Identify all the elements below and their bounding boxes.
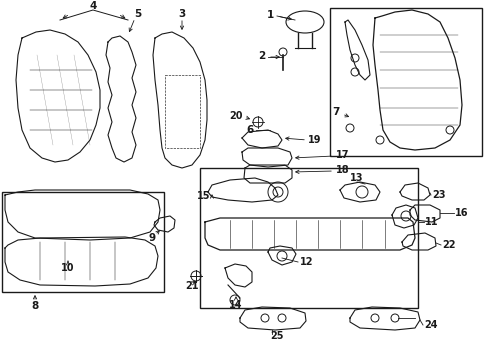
Text: 21: 21 — [185, 281, 199, 291]
Bar — [200, 168, 418, 308]
Polygon shape — [345, 20, 370, 80]
Bar — [330, 8, 482, 156]
Text: 3: 3 — [178, 9, 186, 19]
Text: 11: 11 — [425, 217, 439, 227]
Polygon shape — [402, 233, 436, 250]
Text: 4: 4 — [89, 1, 97, 11]
Polygon shape — [268, 246, 296, 265]
Text: 13: 13 — [350, 173, 364, 183]
Text: 20: 20 — [229, 111, 243, 121]
Text: 23: 23 — [432, 190, 445, 200]
Text: 24: 24 — [424, 320, 438, 330]
Text: 2: 2 — [258, 51, 265, 61]
Text: 14: 14 — [229, 300, 243, 310]
Text: 12: 12 — [300, 257, 314, 267]
Text: 6: 6 — [247, 125, 254, 135]
Text: 18: 18 — [336, 165, 350, 175]
Text: 8: 8 — [31, 301, 39, 311]
Polygon shape — [154, 216, 175, 232]
Text: 25: 25 — [270, 331, 284, 341]
Text: 10: 10 — [61, 263, 75, 273]
Text: 1: 1 — [267, 10, 274, 20]
Text: 16: 16 — [455, 208, 468, 218]
Bar — [2, 192, 164, 292]
Text: 19: 19 — [308, 135, 321, 145]
Text: 7: 7 — [333, 107, 340, 117]
Polygon shape — [392, 205, 418, 228]
Text: 15: 15 — [196, 191, 210, 201]
Text: 5: 5 — [134, 9, 142, 19]
Polygon shape — [410, 205, 440, 222]
Text: 22: 22 — [442, 240, 456, 250]
Text: 17: 17 — [336, 150, 349, 160]
Polygon shape — [400, 183, 430, 200]
Text: 9: 9 — [148, 233, 155, 243]
